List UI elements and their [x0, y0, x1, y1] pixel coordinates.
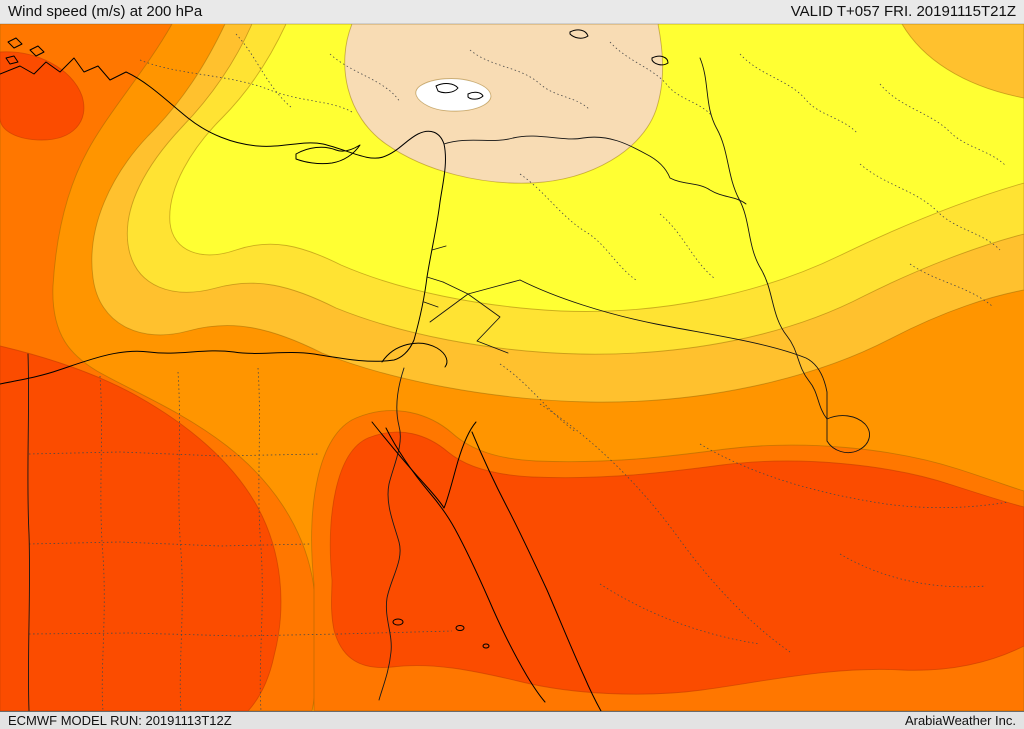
nile-river	[378, 367, 405, 701]
country-borders	[27, 57, 870, 711]
admin-boundary	[139, 59, 353, 113]
admin-boundary	[739, 53, 859, 135]
anatolia-lake	[467, 91, 484, 100]
aegean-island	[5, 55, 19, 65]
country-border	[443, 135, 747, 205]
admin-boundary	[499, 363, 577, 433]
admin-boundary	[28, 541, 311, 547]
anatolia-lake	[651, 55, 669, 66]
wind-speed-map	[0, 24, 1024, 711]
mediterranean-coastline	[0, 57, 446, 385]
admin-boundary	[879, 83, 1007, 167]
aegean-island	[29, 45, 45, 57]
sinai-coast	[371, 421, 477, 509]
valid-time: VALID T+057 FRI. 20191115T21Z	[790, 3, 1016, 20]
admin-boundary	[519, 173, 637, 281]
admin-boundaries	[28, 33, 1009, 711]
contour-band-red-aegean	[0, 51, 85, 141]
wind-contour-fills	[0, 24, 1024, 711]
footer-bar: ECMWF MODEL RUN: 20191113T12Z ArabiaWeat…	[0, 711, 1024, 729]
red-sea-east-coast	[471, 431, 602, 711]
admin-boundary	[177, 371, 183, 711]
admin-boundary	[909, 263, 993, 307]
admin-boundary	[257, 367, 263, 711]
admin-boundary	[235, 33, 293, 109]
admin-boundary	[699, 443, 1009, 509]
map-title: Wind speed (m/s) at 200 hPa	[8, 3, 203, 20]
country-border	[826, 415, 870, 453]
admin-boundary	[839, 553, 987, 588]
header-bar: Wind speed (m/s) at 200 hPa VALID T+057 …	[0, 0, 1024, 24]
aegean-island	[7, 37, 23, 49]
contour-band-cream	[344, 24, 664, 184]
map-area	[0, 24, 1024, 711]
country-border	[519, 279, 828, 420]
country-border	[699, 57, 828, 420]
nile-delta-coast	[381, 342, 448, 368]
credit: ArabiaWeather Inc.	[904, 713, 1016, 728]
model-run: ECMWF MODEL RUN: 20191113T12Z	[8, 713, 232, 728]
red-sea-island	[482, 643, 490, 649]
country-border	[442, 279, 521, 295]
admin-boundary	[539, 403, 791, 653]
red-sea-island	[455, 625, 465, 631]
admin-boundary	[99, 375, 105, 711]
coastlines	[0, 29, 669, 711]
country-border	[429, 293, 509, 354]
admin-boundary	[469, 49, 591, 111]
admin-boundary	[609, 41, 713, 117]
red-sea-west-coast	[385, 427, 546, 703]
country-border	[423, 245, 447, 308]
rivers	[378, 367, 405, 701]
contour-band-red-west	[0, 345, 282, 711]
admin-boundary	[599, 583, 761, 645]
red-sea-island	[392, 618, 404, 626]
cyprus-island	[295, 144, 361, 165]
admin-boundary	[329, 53, 401, 103]
country-border	[27, 353, 31, 711]
admin-boundary	[28, 451, 321, 457]
contour-band-white-minimum	[415, 78, 492, 112]
anatolia-lake	[569, 29, 589, 39]
admin-boundary	[659, 213, 715, 279]
anatolia-lake	[435, 83, 459, 94]
